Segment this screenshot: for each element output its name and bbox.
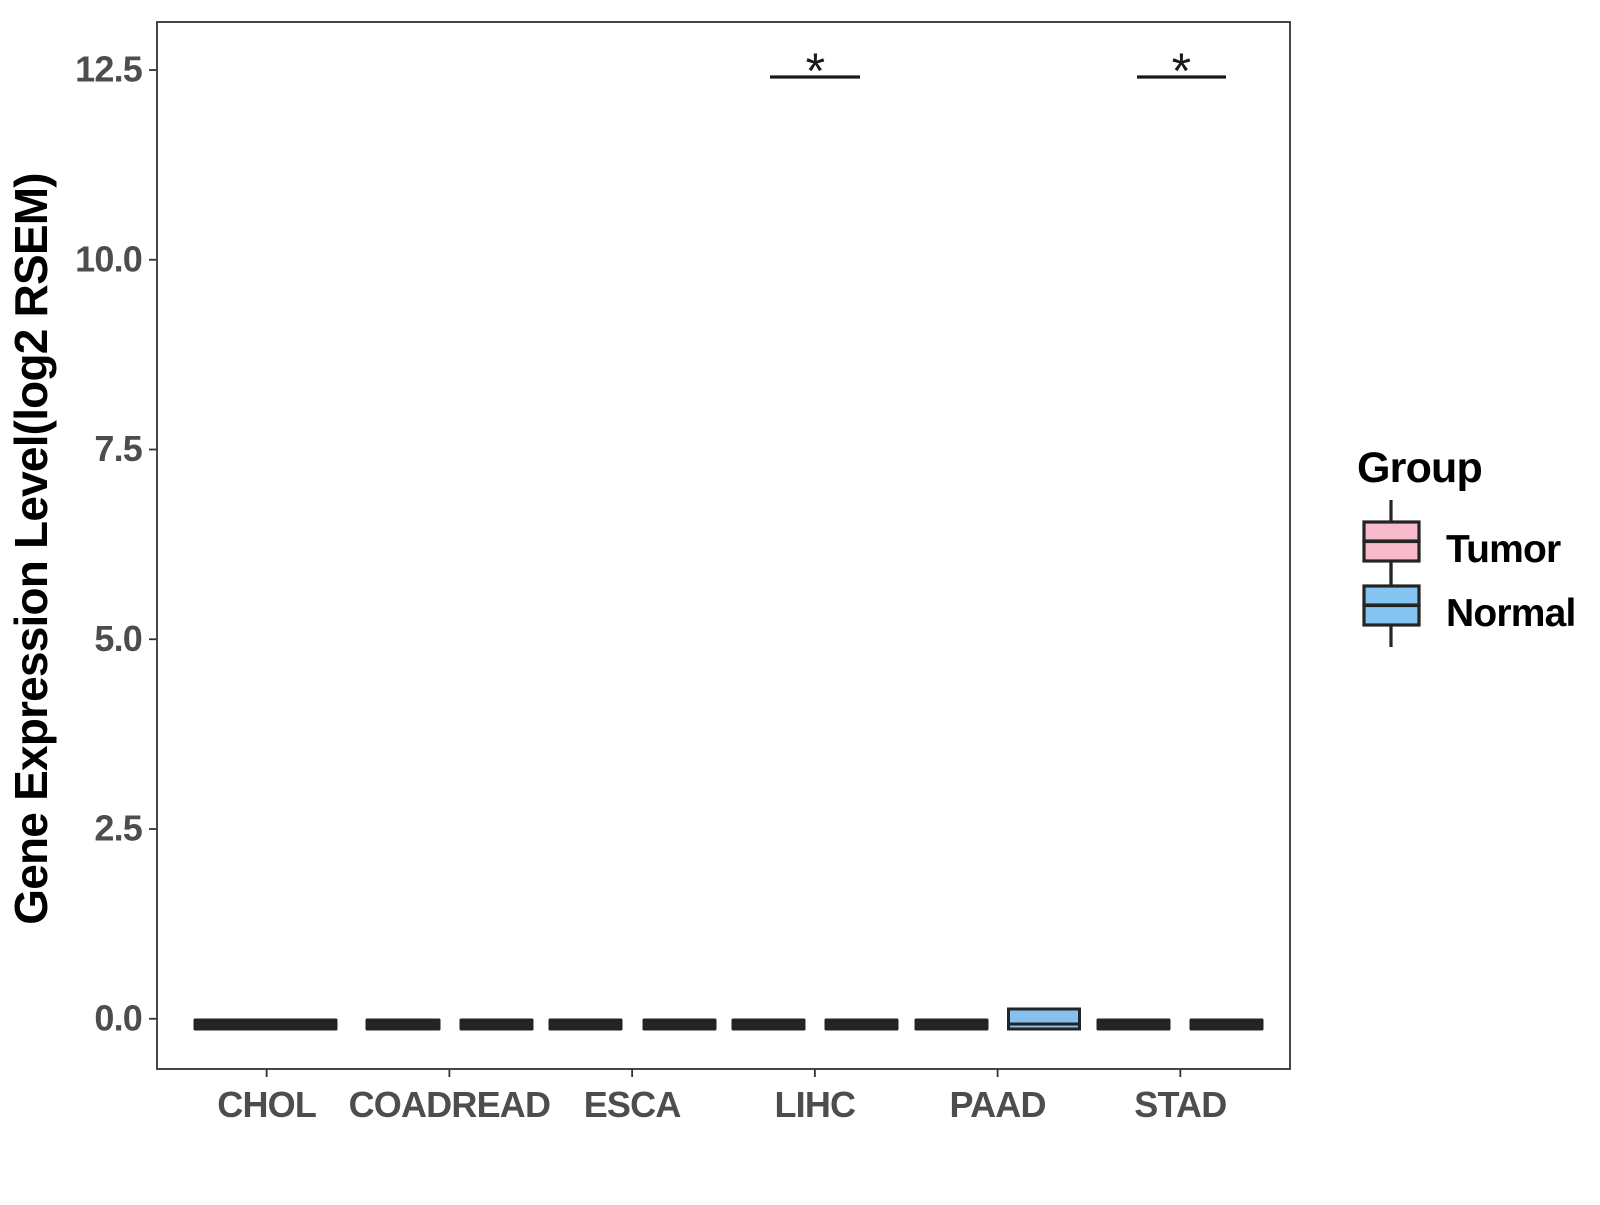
svg-text:10.0: 10.0 [75,238,142,279]
svg-text:Normal: Normal [1446,592,1576,635]
svg-text:ESCA: ESCA [584,1084,682,1125]
svg-text:12.5: 12.5 [75,49,143,90]
svg-text:Tumor: Tumor [1446,528,1561,571]
svg-text:STAD: STAD [1134,1084,1226,1125]
svg-text:5.0: 5.0 [94,618,142,659]
svg-text:PAAD: PAAD [950,1084,1046,1125]
svg-text:CHOL: CHOL [217,1084,316,1125]
svg-text:*: * [806,43,825,99]
svg-text:7.5: 7.5 [94,428,142,469]
svg-text:2.5: 2.5 [94,808,142,849]
svg-text:Group: Group [1357,444,1482,492]
svg-text:Gene Expression Level(log2 RSE: Gene Expression Level(log2 RSEM) [5,173,57,925]
svg-text:LIHC: LIHC [774,1084,856,1125]
svg-text:0.0: 0.0 [94,997,142,1038]
svg-text:*: * [1172,43,1191,99]
svg-text:COADREAD: COADREAD [349,1084,551,1125]
